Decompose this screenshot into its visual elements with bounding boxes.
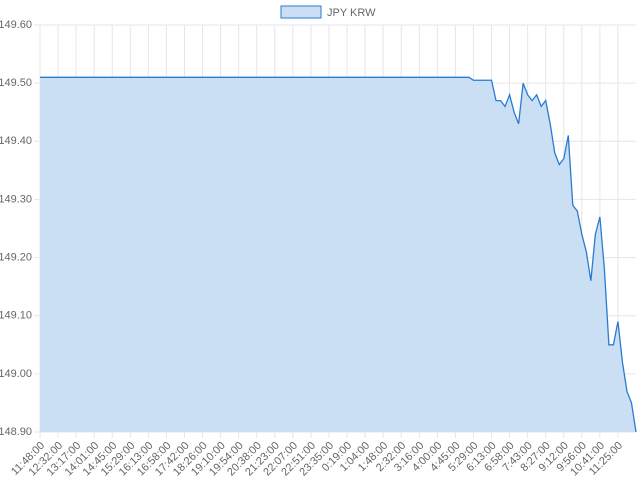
y-tick-label: 149.30 <box>0 193 32 205</box>
area <box>40 77 636 432</box>
y-tick-label: 148.90 <box>0 426 32 438</box>
y-tick-label: 149.40 <box>0 135 32 147</box>
legend-swatch <box>280 5 322 19</box>
y-tick-label: 149.60 <box>0 19 32 31</box>
line <box>40 76 637 433</box>
y-tick-label: 149.50 <box>0 77 32 89</box>
y-tick-label: 149.00 <box>0 368 32 380</box>
y-tick-label: 149.20 <box>0 251 32 263</box>
legend-label: JPY KRW <box>327 7 376 19</box>
y-tick-label: 149.10 <box>0 310 32 322</box>
